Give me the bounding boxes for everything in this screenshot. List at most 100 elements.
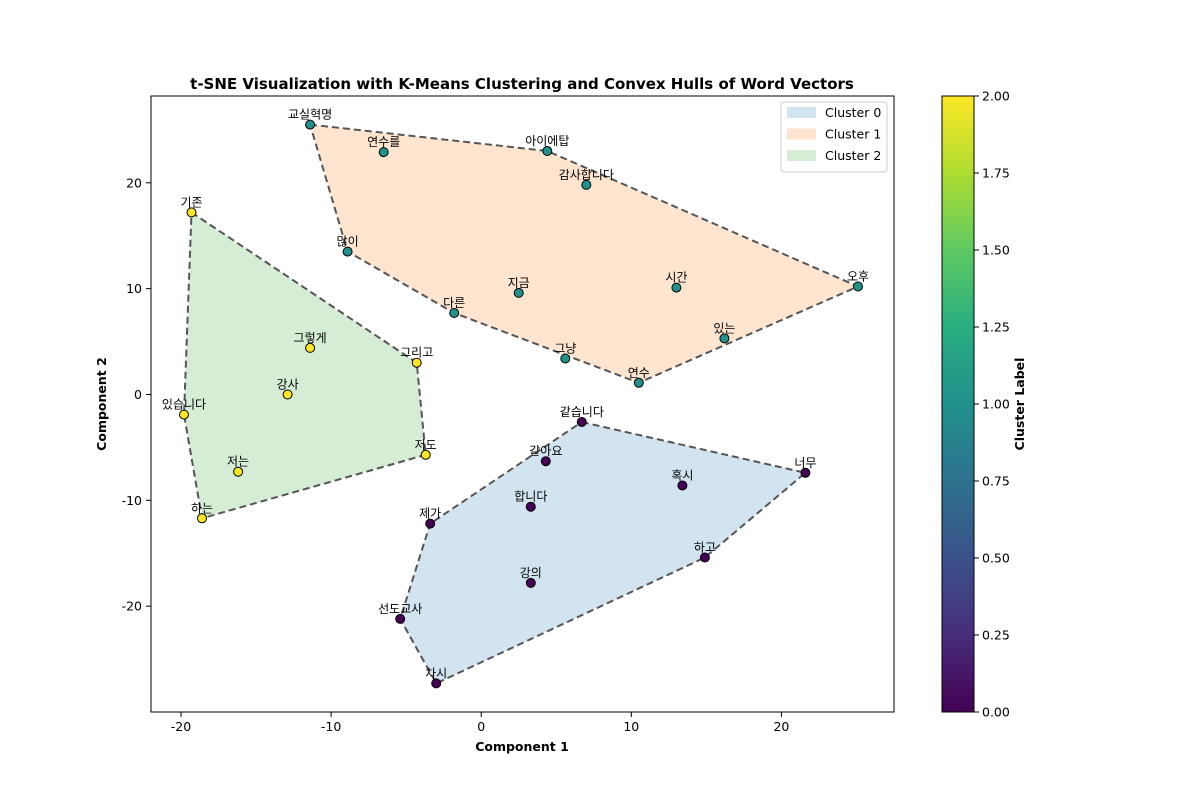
data-point-label: 너무 — [794, 456, 816, 470]
colorbar-tick-label: 0.00 — [982, 705, 1010, 720]
y-tick-label: 20 — [126, 175, 142, 190]
data-point — [540, 456, 551, 467]
data-point-label: 그렇게 — [294, 330, 327, 345]
colorbar-gradient — [942, 96, 974, 712]
data-point-label: 같습니다 — [560, 405, 604, 419]
data-point-label: 차시 — [425, 666, 447, 680]
x-tick-label: -20 — [171, 719, 191, 734]
data-point — [699, 552, 710, 563]
x-axis-label: Component 1 — [475, 739, 569, 754]
data-point — [395, 613, 406, 624]
data-point-label: 연수를 — [367, 135, 400, 149]
hull-outline-cluster-2 — [182, 210, 427, 520]
legend-label-cluster-1: Cluster 1 — [825, 127, 881, 142]
y-tick-label: -10 — [122, 493, 142, 508]
data-point — [671, 282, 682, 293]
hull-fill-cluster-1 — [310, 124, 859, 383]
data-point — [420, 449, 431, 460]
data-point — [525, 501, 536, 512]
legend-swatch-cluster-1 — [787, 128, 816, 140]
legend-swatch-cluster-2 — [787, 150, 816, 161]
x-tick-label: 10 — [623, 719, 639, 734]
plot-frame — [150, 95, 895, 713]
colorbar-tick-label: 2.00 — [982, 89, 1010, 104]
x-tick-label: 20 — [773, 719, 789, 734]
y-axis-label: Component 2 — [94, 357, 109, 451]
x-tick-label: 0 — [477, 719, 485, 734]
data-point-label: 기존 — [180, 195, 202, 209]
data-point — [853, 281, 863, 292]
data-point-label: 선도교사 — [378, 602, 422, 616]
data-point — [342, 246, 353, 257]
data-point-label: 감사합니다 — [559, 168, 614, 182]
data-point — [431, 678, 442, 689]
data-point-label: 강의 — [520, 566, 542, 580]
legend-swatch-cluster-0 — [787, 107, 816, 118]
colorbar-tick-label: 1.25 — [982, 320, 1010, 335]
data-point-label: 그냥 — [554, 342, 576, 356]
colorbar-tick-label: 0.50 — [982, 551, 1010, 566]
data-point-label: 지금 — [508, 276, 530, 290]
data-point-label: 강사 — [277, 378, 299, 392]
data-point — [719, 333, 730, 344]
chart-title: t-SNE Visualization with K-Means Cluster… — [190, 75, 854, 93]
data-point-label: 아이에탑 — [525, 134, 569, 148]
data-point — [525, 577, 536, 588]
hull-fill-cluster-2 — [184, 212, 426, 519]
legend-label-cluster-0: Cluster 0 — [825, 105, 881, 120]
colorbar-tick-label: 1.75 — [982, 166, 1010, 181]
legend-box — [780, 101, 888, 173]
data-point-label: 오후 — [847, 270, 869, 284]
data-point — [449, 308, 460, 318]
data-point-label: 교실혁명 — [288, 108, 332, 122]
data-point — [179, 409, 189, 420]
y-tick-label: -20 — [122, 599, 142, 614]
data-point — [411, 357, 422, 368]
data-point — [378, 147, 389, 158]
data-point — [800, 467, 811, 478]
data-point-label: 제가 — [419, 507, 441, 521]
data-point — [513, 287, 524, 298]
data-point-label: 하고 — [694, 541, 716, 555]
data-point — [677, 480, 688, 491]
data-point — [581, 179, 592, 190]
data-point — [186, 207, 197, 218]
data-point-label: 혹시 — [671, 469, 693, 483]
data-point-label: 있습니다 — [162, 398, 206, 412]
y-tick-label: 10 — [126, 281, 142, 296]
data-point-label: 하는 — [191, 501, 213, 515]
x-tick-label: -10 — [321, 719, 341, 734]
data-point-label: 다른 — [443, 296, 465, 310]
y-tick-label: 0 — [134, 387, 142, 402]
data-point-label: 저도 — [415, 438, 437, 452]
colorbar-tick-label: 0.25 — [982, 628, 1010, 643]
colorbar: Cluster Label 0.00 0.25 0.50 0.75 1.00 1.25 1.… — [941, 89, 1027, 720]
data-point-label: 많이 — [337, 235, 359, 249]
data-point-label: 시간 — [665, 271, 687, 285]
data-point-label: 합니다 — [514, 490, 547, 504]
data-point — [305, 119, 316, 130]
colorbar-tick-label: 0.75 — [982, 474, 1010, 489]
data-point-label: 있는 — [713, 321, 735, 335]
data-point — [233, 466, 244, 477]
data-point — [282, 389, 293, 400]
legend-label-cluster-2: Cluster 2 — [825, 148, 881, 163]
legend: Cluster 0 Cluster 1 Cluster 2 — [780, 101, 888, 173]
data-point-label: 같아요 — [529, 444, 562, 458]
data-point — [425, 518, 436, 529]
hull-fill-cluster-0 — [400, 422, 806, 684]
data-point — [560, 353, 571, 364]
colorbar-tick-label: 1.00 — [982, 397, 1010, 412]
colorbar-label: Cluster Label — [1012, 358, 1027, 451]
data-point — [305, 342, 316, 353]
data-point-label: 연수 — [628, 366, 650, 380]
data-point — [576, 417, 587, 427]
data-point-label: 저는 — [227, 455, 249, 469]
data-point — [542, 146, 553, 156]
data-point — [633, 377, 644, 388]
data-point-label: 그리고 — [400, 346, 433, 360]
data-point — [197, 513, 207, 524]
